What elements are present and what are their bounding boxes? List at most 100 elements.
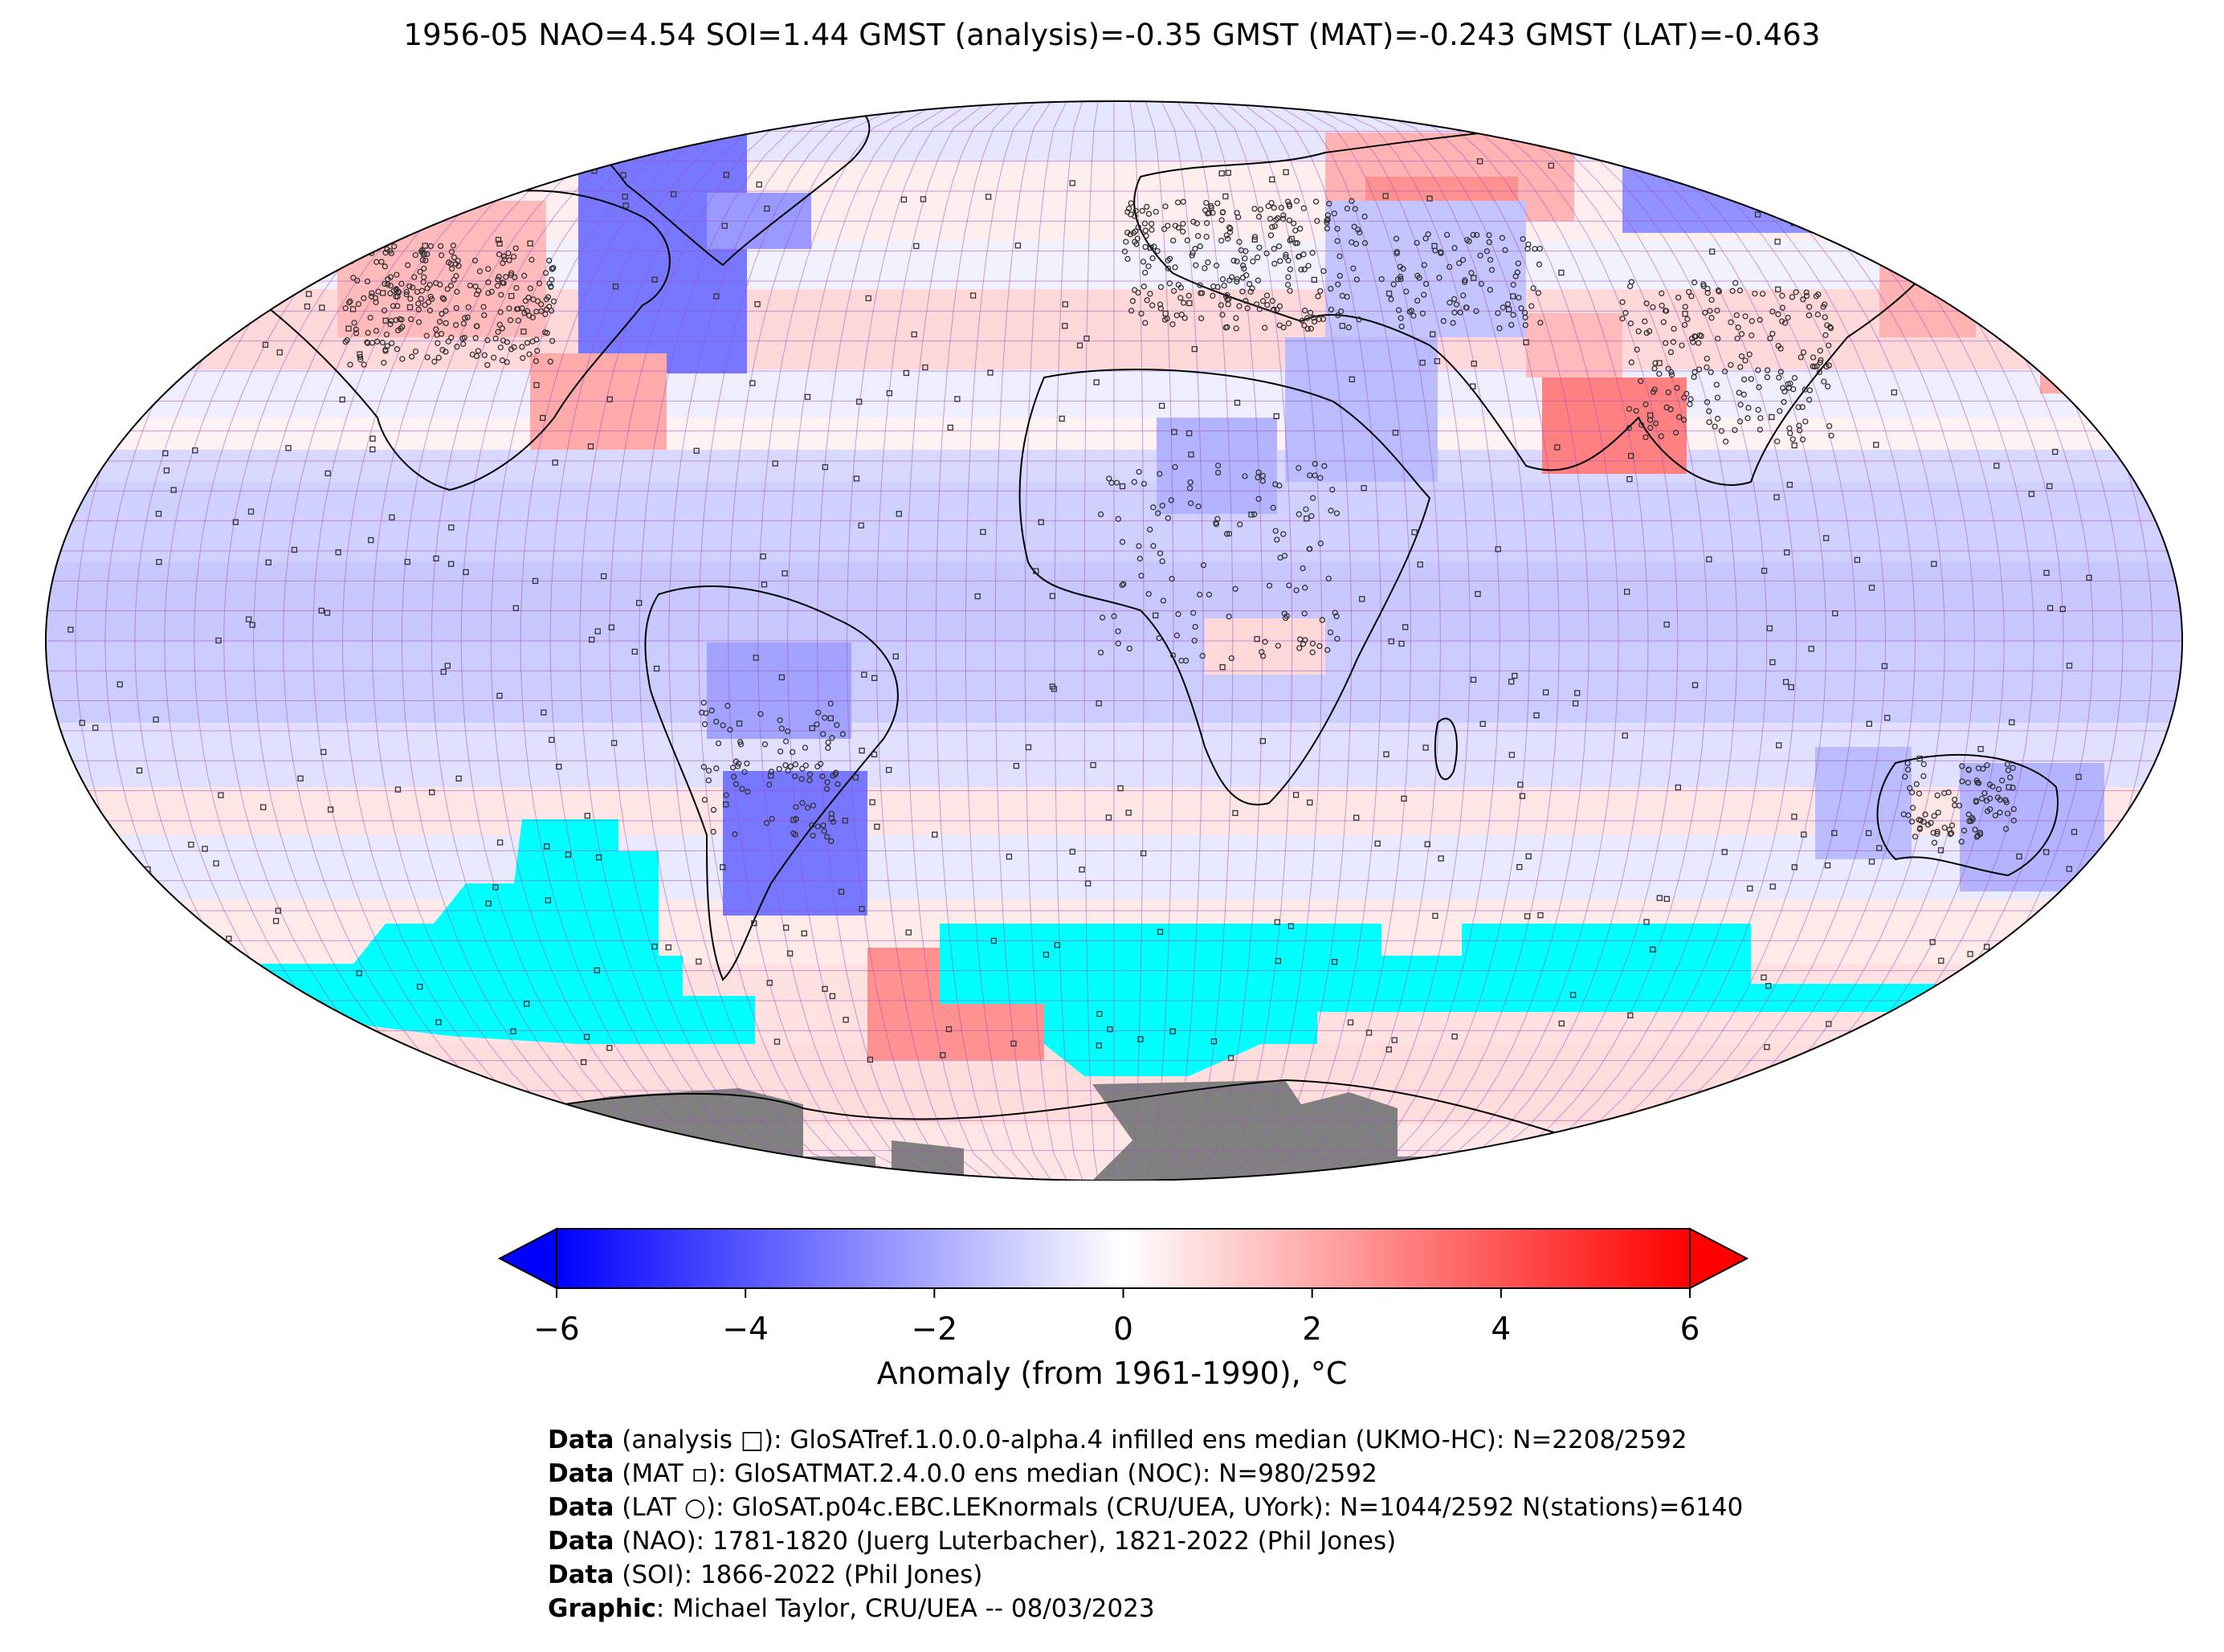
analysis-cell-marker	[622, 194, 628, 200]
land-station	[1745, 405, 1752, 411]
land-station	[384, 343, 390, 349]
analysis-cell-marker	[786, 950, 794, 957]
land-station	[1952, 802, 1958, 809]
land-station	[1161, 316, 1169, 323]
analysis-cell-marker	[1158, 402, 1165, 409]
land-station	[1157, 283, 1165, 291]
analysis-cell-marker	[1234, 399, 1241, 406]
land-station	[1920, 818, 1927, 826]
land-station	[1302, 637, 1308, 643]
analysis-cell-marker	[900, 196, 908, 203]
analysis-cell-marker	[1062, 323, 1068, 329]
land-station	[1275, 642, 1281, 649]
land-station	[1267, 232, 1275, 239]
analysis-cell-marker	[1524, 913, 1531, 920]
land-station	[488, 288, 495, 295]
land-station	[1175, 611, 1181, 618]
land-station	[1827, 325, 1834, 332]
analysis-cell-marker	[492, 884, 499, 891]
land-station	[1995, 786, 2002, 793]
land-station	[839, 731, 846, 737]
analysis-cell-marker	[1769, 883, 1776, 890]
land-station	[1781, 398, 1787, 406]
analysis-cell-marker	[954, 396, 961, 402]
analysis-cell-marker	[1105, 814, 1112, 821]
land-station	[1218, 237, 1225, 244]
analysis-cell-marker	[1822, 535, 1830, 541]
analysis-cell-marker	[693, 447, 700, 454]
land-station	[1316, 642, 1323, 650]
land-station	[1226, 296, 1232, 302]
land-station	[394, 346, 401, 353]
antarctica-missing	[1092, 1080, 1606, 1181]
land-station	[1668, 369, 1675, 376]
land-station	[1303, 506, 1309, 512]
land-station	[1627, 320, 1634, 327]
analysis-cell-marker	[2075, 773, 2082, 780]
analysis-cell-marker	[1014, 243, 1022, 249]
land-station	[1647, 328, 1653, 335]
land-station	[790, 748, 796, 756]
land-station	[526, 351, 533, 357]
colorbar-tick-label: 0	[1113, 1311, 1133, 1348]
analysis-cell-marker	[723, 172, 730, 178]
land-station	[441, 296, 447, 303]
analysis-cell-marker	[1774, 239, 1781, 245]
land-station	[1140, 259, 1147, 265]
land-station	[1916, 817, 1922, 823]
land-station	[471, 257, 479, 264]
land-station	[398, 280, 405, 287]
land-station	[1952, 796, 1958, 803]
land-station	[1308, 325, 1314, 332]
land-station	[419, 250, 426, 256]
land-station	[1149, 255, 1156, 262]
land-station	[1259, 653, 1267, 659]
land-station	[521, 272, 528, 279]
land-station	[1736, 418, 1744, 425]
land-station	[495, 276, 501, 283]
land-station	[1642, 318, 1648, 324]
land-station	[1321, 463, 1328, 469]
analysis-cell-marker	[751, 920, 757, 927]
land-station	[700, 764, 708, 770]
land-station	[1500, 304, 1506, 311]
land-station	[1980, 765, 1986, 772]
analysis-cell-marker	[1079, 867, 1085, 873]
analysis-cell-marker	[1273, 413, 1279, 419]
land-station	[1145, 210, 1153, 217]
land-station	[460, 320, 467, 327]
credit-line: Data (analysis □): GloSATref.1.0.0.0-alp…	[548, 1426, 1687, 1454]
land-station	[1422, 280, 1430, 288]
analysis-cell-marker	[1765, 982, 1772, 989]
land-station	[1394, 276, 1402, 283]
land-station	[1759, 291, 1766, 297]
analysis-cell-marker	[1801, 831, 1807, 838]
land-station	[1280, 531, 1287, 537]
analysis-cell-marker	[1868, 585, 1875, 591]
land-station	[510, 253, 517, 260]
analysis-cell-marker	[1764, 1044, 1770, 1050]
land-station	[1652, 360, 1659, 366]
land-station	[1311, 318, 1318, 325]
analysis-cell-marker	[163, 467, 170, 474]
land-station	[1738, 331, 1745, 337]
land-station	[1735, 324, 1741, 331]
analysis-cell-marker	[1554, 444, 1561, 451]
land-station	[1698, 332, 1704, 340]
land-station	[1767, 335, 1773, 342]
land-station	[785, 768, 791, 774]
land-station	[1113, 479, 1120, 486]
land-station	[399, 324, 406, 330]
analysis-cell-marker	[594, 628, 601, 634]
land-station	[1175, 281, 1181, 288]
analysis-cell-marker	[781, 570, 788, 577]
land-station	[1271, 205, 1277, 211]
land-station	[1262, 638, 1268, 645]
land-station	[538, 301, 545, 308]
analysis-cell-marker	[545, 897, 552, 904]
land-station	[1259, 298, 1267, 304]
analysis-cell-marker	[156, 559, 162, 565]
land-station	[1638, 377, 1644, 385]
analysis-cell-marker	[1054, 942, 1060, 948]
land-station	[1687, 396, 1694, 402]
